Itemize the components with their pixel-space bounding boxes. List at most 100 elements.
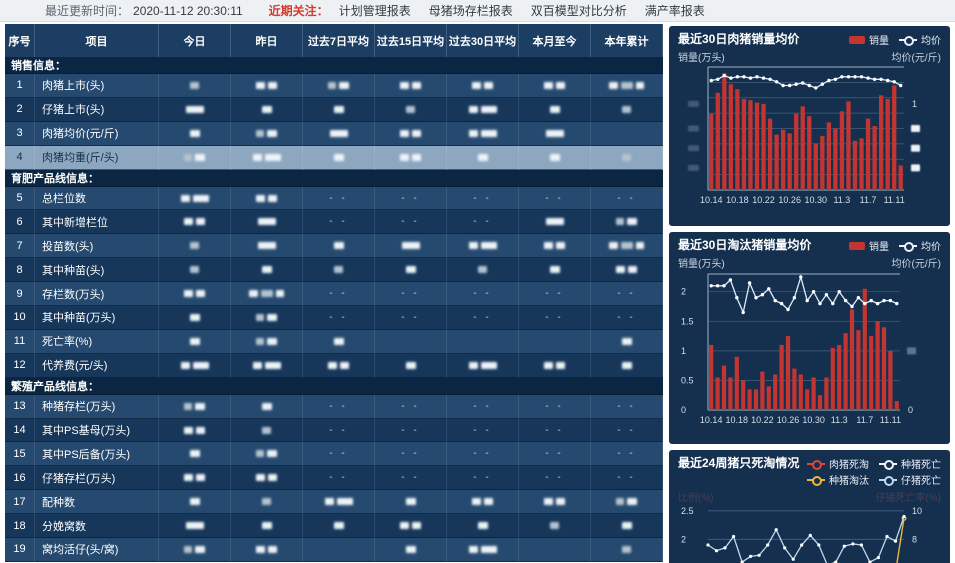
svg-text:10.30: 10.30 (802, 415, 825, 425)
data-cell (303, 121, 375, 146)
legend-label: 均价 (921, 36, 941, 47)
legend-item-均价[interactable]: 均价 (899, 238, 941, 253)
table-row[interactable]: 7 投苗数(头) (5, 234, 663, 259)
row-number: 18 (5, 514, 35, 539)
masked-value (545, 218, 564, 226)
no-data-dashes: - - (401, 472, 420, 484)
link-plan-report[interactable]: 计划管理报表 (338, 4, 411, 18)
y-axis-left-label: 销量(万头) (678, 259, 725, 270)
table-row[interactable]: 13 种猪存栏(万头) - - - - - - - - - - (5, 394, 663, 419)
data-cell (231, 210, 303, 235)
data-cell (159, 329, 231, 354)
data-cell: - - (519, 282, 591, 307)
data-cell (231, 353, 303, 378)
no-data-dashes: - - (545, 472, 564, 484)
row-label: 存栏数(万头) (35, 282, 159, 307)
table-row[interactable]: 9 存栏数(万头) - - - - - - - - - - (5, 282, 663, 307)
masked-value (621, 522, 632, 530)
masked-value (189, 313, 200, 321)
legend-item-仔猪死亡[interactable]: 仔猪死亡 (879, 472, 941, 487)
masked-value (333, 105, 344, 113)
masked-value (400, 129, 421, 137)
masked-value (333, 337, 344, 345)
row-number: 9 (5, 282, 35, 307)
masked-value (550, 522, 559, 530)
table-row[interactable]: 18 分娩窝数 (5, 514, 663, 539)
legend-item-销量[interactable]: 销量 (849, 238, 889, 253)
masked-value (328, 361, 349, 369)
column-header: 过去15日平均 (375, 24, 447, 57)
legend-item-均价[interactable]: 均价 (899, 32, 941, 47)
chart-legend: 销量 均价 (849, 238, 941, 253)
row-label: 总栏位数 (35, 186, 159, 211)
svg-text:10.14: 10.14 (700, 415, 723, 425)
data-cell (591, 145, 663, 170)
masked-value (184, 153, 205, 161)
data-cell (231, 74, 303, 98)
no-data-dashes: - - (329, 448, 348, 460)
data-cell (159, 490, 231, 515)
pig-sales-price-chart: 1 10.14 10.18 10.22 10.26 10.30 11.3 11.7 11.11 (678, 64, 941, 222)
table-row[interactable]: 15 其中PS后备(万头) - - - - - - - - - - (5, 442, 663, 467)
table-row[interactable]: 1 肉猪上市(头) (5, 74, 663, 98)
data-cell (159, 186, 231, 211)
line-marker-icon (899, 35, 917, 46)
data-cell (591, 329, 663, 354)
masked-value (180, 361, 209, 369)
table-row[interactable]: 5 总栏位数 - - - - - - - - - - (5, 186, 663, 211)
table-row[interactable]: 12 代养费(元/头) (5, 353, 663, 378)
data-cell (159, 538, 231, 562)
table-row[interactable]: 6 其中新增栏位 - - - - - - (5, 210, 663, 235)
link-double-hundred-model-analysis[interactable]: 双百模型对比分析 (530, 4, 627, 18)
cull-pig-sales-price-card: 最近30日淘汰猪销量均价 销量 均价 销量(万头) 均价(元/斤) 2 1.5 1 0.… (669, 232, 950, 444)
legend-item-种猪死亡[interactable]: 种猪死亡 (879, 456, 941, 471)
table-row[interactable]: 3 肉猪均价(元/斤) (5, 121, 663, 146)
masked-value (333, 522, 344, 530)
dot-icon (812, 459, 822, 470)
table-row[interactable]: 2 仔猪上市(头) (5, 97, 663, 122)
legend-item-销量[interactable]: 销量 (849, 32, 889, 47)
data-cell (375, 145, 447, 170)
data-cell: - - (447, 306, 519, 330)
link-full-capacity-report[interactable]: 满产率报表 (644, 4, 705, 18)
svg-text:10.26: 10.26 (777, 415, 800, 425)
masked-value (256, 194, 277, 202)
row-number: 15 (5, 442, 35, 467)
row-number: 3 (5, 121, 35, 146)
svg-text:0: 0 (681, 405, 686, 415)
legend-item-种猪淘汰[interactable]: 种猪淘汰 (807, 472, 869, 487)
masked-value (261, 402, 272, 410)
line-marker-icon (879, 459, 897, 470)
row-number: 17 (5, 490, 35, 515)
table-row[interactable]: 16 仔猪存栏(万头) - - - - - - - - - - (5, 466, 663, 491)
masked-value (477, 522, 488, 530)
table-row[interactable]: 11 死亡率(%) (5, 329, 663, 354)
legend-item-肉猪死淘[interactable]: 肉猪死淘 (807, 456, 869, 471)
data-cell (519, 234, 591, 259)
masked-value (189, 450, 200, 458)
masked-value (622, 153, 631, 161)
legend-label: 肉猪死淘 (829, 460, 869, 471)
table-row[interactable]: 17 配种数 (5, 490, 663, 515)
masked-value (405, 266, 416, 274)
column-header: 本年累计 (591, 24, 663, 57)
table-row[interactable]: 4 肉猪均重(斤/头) (5, 145, 663, 170)
table-row[interactable]: 8 其中种苗(头) (5, 258, 663, 283)
legend-label: 种猪淘汰 (829, 476, 869, 487)
data-cell: - - (303, 282, 375, 307)
masked-value (184, 474, 205, 482)
table-row[interactable]: 14 其中PS基母(万头) - - - - - - - - - - (5, 418, 663, 443)
section-header-row: 育肥产品线信息： (5, 169, 663, 187)
table-row[interactable]: 10 其中种苗(万头) - - - - - - - - - - (5, 306, 663, 330)
data-cell (591, 490, 663, 515)
data-cell (519, 145, 591, 170)
data-cell: - - (303, 394, 375, 419)
data-cell (519, 74, 591, 98)
link-sow-farm-inventory-report[interactable]: 母猪场存栏报表 (428, 4, 513, 18)
dot-icon (884, 475, 894, 486)
data-cell: - - (591, 282, 663, 307)
svg-text:10.22: 10.22 (751, 415, 774, 425)
no-data-dashes: - - (401, 288, 420, 300)
table-row[interactable]: 19 窝均活仔(头/窝) (5, 538, 663, 562)
svg-text:10.26: 10.26 (778, 195, 801, 205)
